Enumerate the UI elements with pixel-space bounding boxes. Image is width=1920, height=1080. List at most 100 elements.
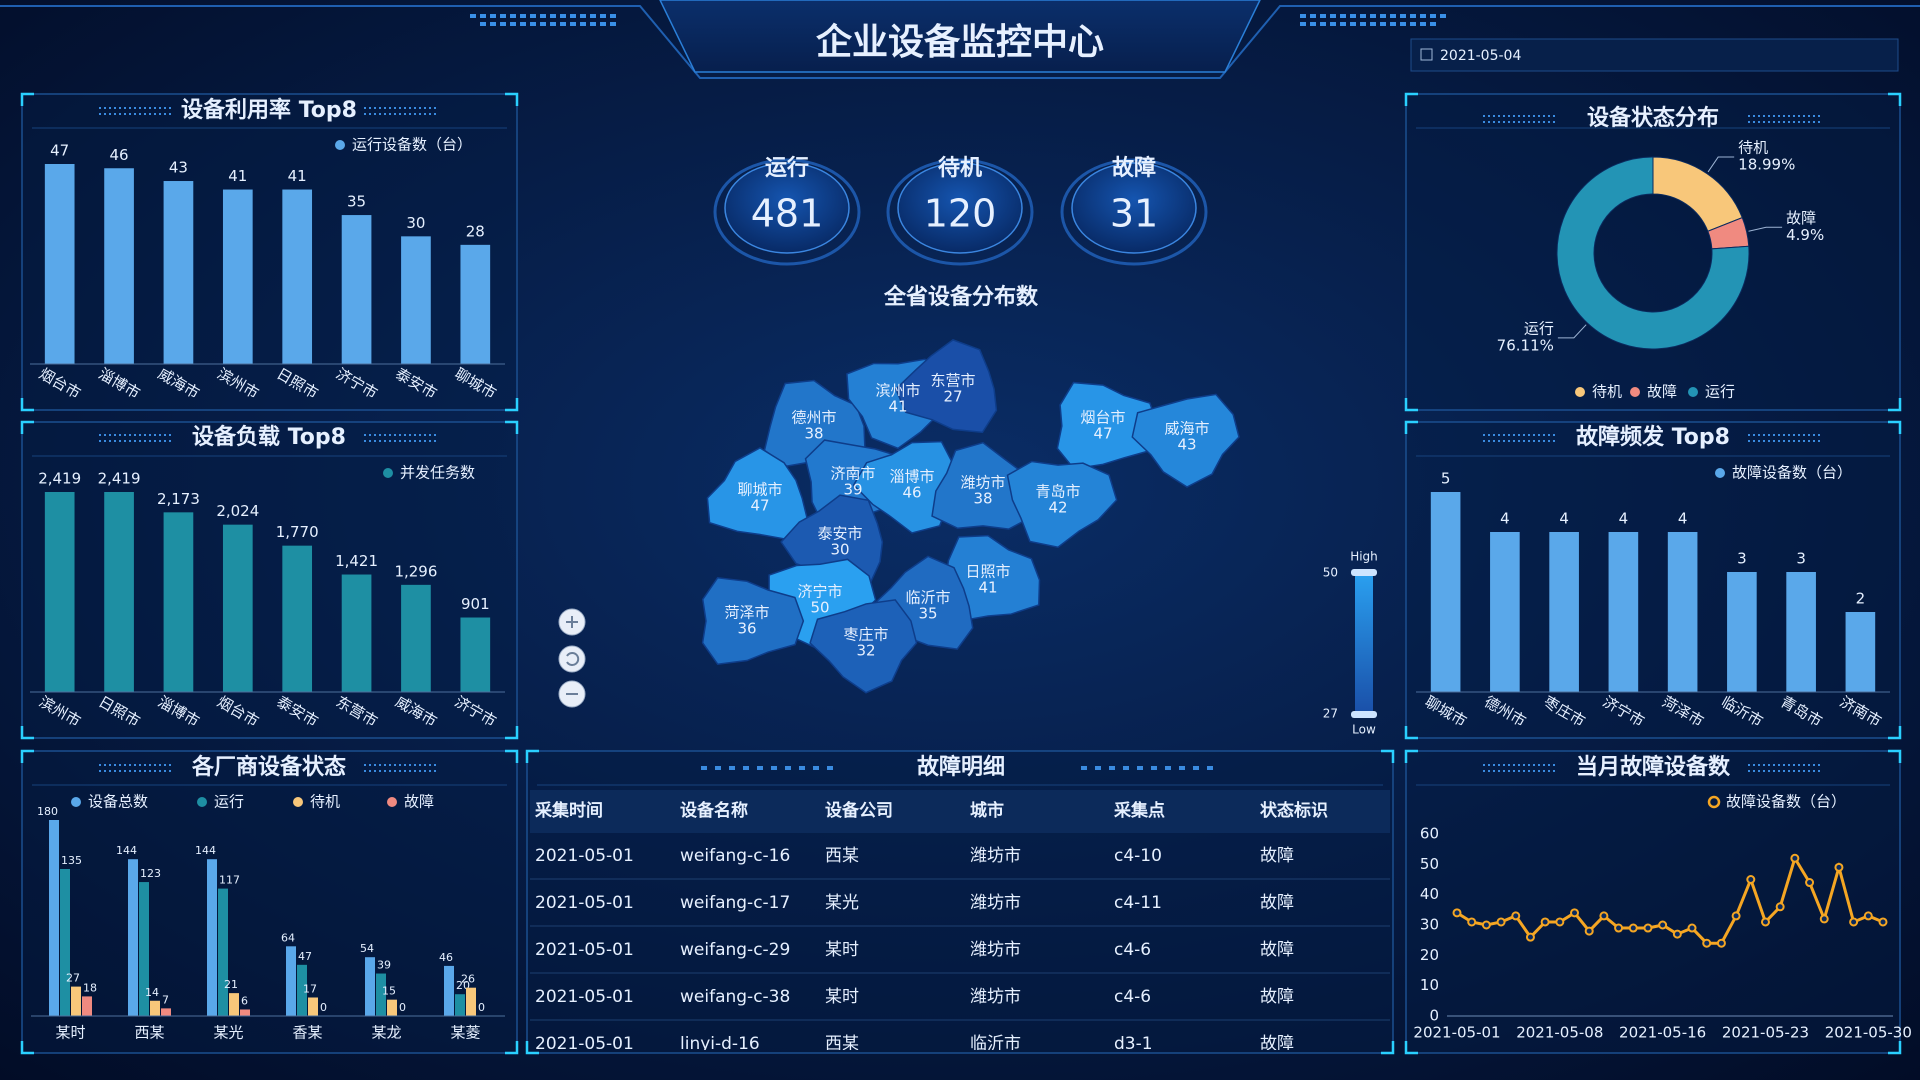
page-title: 企业设备监控中心 — [816, 21, 1104, 63]
region-name: 菏泽市 — [724, 604, 769, 622]
value-label: 123 — [140, 867, 161, 880]
map-region — [701, 576, 805, 665]
line-point — [1878, 917, 1888, 927]
bar — [1608, 532, 1639, 692]
line-point — [1819, 914, 1829, 924]
region-name: 枣庄市 — [843, 626, 888, 644]
line-point — [1658, 920, 1668, 930]
legend-label: 故障 — [1647, 383, 1677, 401]
value-label: 41 — [228, 167, 247, 185]
line-point — [1525, 932, 1535, 942]
value-label: 4 — [1619, 510, 1629, 528]
value-label: 17 — [303, 982, 317, 995]
stat-disc — [1071, 162, 1197, 254]
line-point — [1467, 917, 1477, 927]
bar — [466, 987, 476, 1016]
bar — [163, 512, 194, 692]
pie-label-value: 4.9% — [1786, 226, 1824, 244]
region-value: 32 — [856, 642, 875, 660]
y-tick-label: 30 — [1420, 916, 1439, 934]
stat-value: 120 — [924, 192, 997, 236]
region-name: 烟台市 — [1080, 409, 1125, 427]
line-point — [1746, 875, 1756, 884]
stat-label: 待机 — [938, 155, 982, 181]
table-cell: c4-11 — [1114, 893, 1162, 913]
map-region — [895, 339, 998, 434]
visual-map-handle — [1351, 711, 1377, 718]
value-label: 4 — [1500, 510, 1510, 528]
value-label: 43 — [169, 159, 188, 177]
legend-marker — [293, 797, 303, 807]
zoom-button[interactable] — [558, 645, 586, 673]
line-point — [1687, 923, 1697, 933]
bar — [207, 859, 217, 1016]
value-label: 135 — [61, 854, 82, 867]
bar — [308, 997, 318, 1016]
bar — [341, 215, 372, 364]
panel-title: 设备利用率 Top8 — [181, 97, 357, 123]
line-point — [1702, 938, 1712, 948]
legend-marker — [1707, 795, 1721, 809]
table-cell: 某时 — [825, 987, 859, 1007]
table-cell: 故障 — [1260, 846, 1294, 866]
value-label: 47 — [298, 950, 312, 963]
value-label: 47 — [50, 142, 69, 160]
value-label: 35 — [347, 193, 366, 211]
x-tick-label: 某光 — [213, 1024, 243, 1042]
value-label: 0 — [478, 1001, 485, 1014]
bar — [460, 617, 491, 692]
region-value: 38 — [804, 425, 823, 443]
table-cell: linyi-d-16 — [680, 1034, 760, 1054]
region-name: 威海市 — [1164, 420, 1209, 438]
line-point — [1834, 862, 1844, 872]
bar — [60, 869, 70, 1016]
date-box[interactable] — [1410, 38, 1899, 72]
region-name: 日照市 — [965, 563, 1010, 581]
line-point — [1775, 902, 1785, 912]
visual-map-max: 50 — [1323, 566, 1338, 580]
value-label: 2 — [1856, 590, 1866, 608]
x-tick-label: 2021-05-01 — [1413, 1024, 1500, 1042]
panel-title: 设备状态分布 — [1587, 105, 1719, 131]
legend-label: 运行 — [214, 793, 244, 811]
legend-marker — [197, 797, 207, 807]
pie-leader — [1557, 324, 1587, 339]
x-tick-label: 2021-05-08 — [1516, 1024, 1603, 1042]
bar — [1430, 492, 1461, 692]
table-cell: 潍坊市 — [970, 893, 1021, 913]
legend-marker — [1715, 468, 1725, 478]
bar — [1845, 612, 1876, 692]
pie-label-value: 18.99% — [1738, 156, 1795, 174]
calendar-icon — [1420, 48, 1433, 61]
table-cell: 2021-05-01 — [535, 1034, 634, 1054]
panel-corner — [1404, 420, 1902, 740]
value-label: 2,173 — [157, 490, 200, 508]
y-tick-label: 40 — [1420, 885, 1439, 903]
stat-label: 运行 — [765, 155, 809, 181]
region-value: 47 — [1093, 425, 1112, 443]
table-cell: 潍坊市 — [970, 940, 1021, 960]
x-tick-label: 2021-05-23 — [1722, 1024, 1809, 1042]
bar — [161, 1008, 171, 1016]
bar — [282, 545, 313, 692]
stat-label: 故障 — [1112, 155, 1156, 181]
table-cell: weifang-c-29 — [680, 940, 790, 960]
bar — [150, 1000, 160, 1016]
bar — [71, 986, 81, 1016]
column-header: 状态标识 — [1260, 800, 1328, 821]
line-point — [1481, 920, 1491, 930]
x-tick-label: 某时 — [55, 1024, 85, 1042]
panel-title: 故障频发 Top8 — [1576, 424, 1730, 450]
value-label: 4 — [1678, 510, 1688, 528]
map-title: 全省设备分布数 — [883, 284, 1039, 310]
value-label: 39 — [377, 959, 391, 972]
region-value: 50 — [810, 599, 829, 617]
bar — [49, 820, 59, 1016]
bar — [44, 164, 75, 364]
region-value: 41 — [978, 579, 997, 597]
value-label: 7 — [162, 993, 169, 1006]
pie-label-value: 76.11% — [1497, 336, 1554, 354]
region-name: 青岛市 — [1035, 483, 1080, 501]
column-header: 设备名称 — [680, 800, 748, 821]
x-tick-label: 2021-05-16 — [1619, 1024, 1706, 1042]
